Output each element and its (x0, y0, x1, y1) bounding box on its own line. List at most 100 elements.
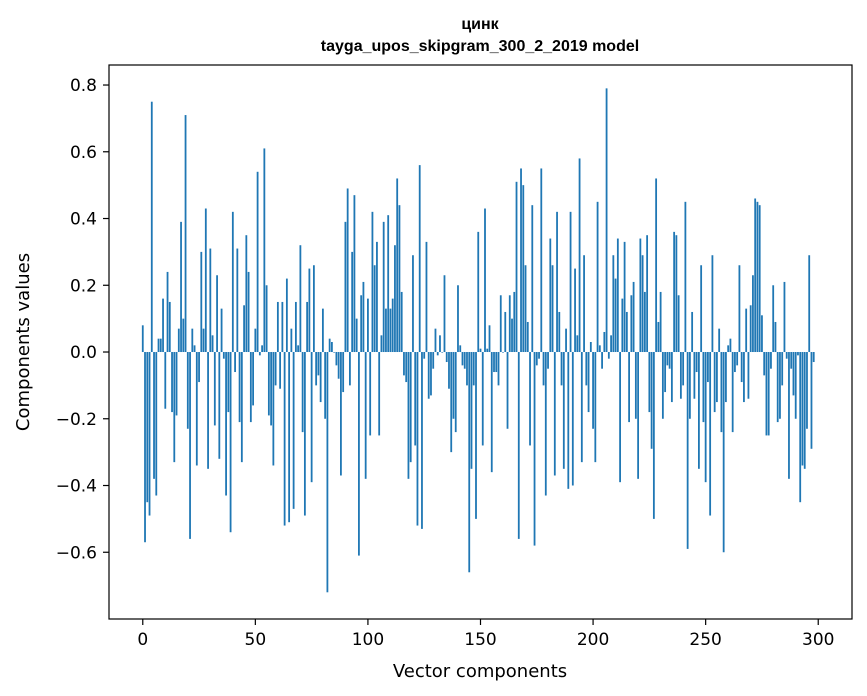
bar (675, 235, 678, 353)
bar (677, 295, 680, 353)
bar (632, 281, 635, 353)
bar (490, 352, 493, 473)
x-tick-label: 200 (577, 630, 609, 650)
bar (522, 185, 525, 353)
bar (589, 342, 592, 353)
bar (387, 215, 390, 353)
bar (209, 248, 212, 353)
x-tick-label: 250 (689, 630, 721, 650)
bar (376, 241, 378, 353)
bar (351, 251, 354, 353)
bar (168, 301, 171, 353)
bar (317, 352, 320, 376)
bar (691, 311, 694, 353)
bar (162, 298, 164, 353)
bar (186, 352, 189, 429)
bar (333, 352, 336, 353)
bar (592, 352, 594, 429)
bar (283, 352, 286, 526)
bar (749, 305, 752, 353)
bar (371, 211, 374, 353)
bar (716, 352, 718, 403)
bar (544, 352, 547, 496)
bar (783, 281, 786, 353)
x-tick-label: 150 (464, 630, 496, 650)
bar (790, 352, 793, 369)
bar (725, 352, 727, 403)
bar (695, 352, 698, 373)
bar (412, 255, 414, 353)
bar (704, 352, 707, 483)
bar (321, 308, 324, 353)
bar (294, 301, 297, 353)
bar (220, 308, 223, 353)
bar (698, 352, 700, 469)
bar (270, 352, 273, 426)
bar (779, 352, 781, 419)
bar (668, 352, 671, 369)
chart-title: цинк (461, 16, 499, 33)
bar (810, 352, 813, 449)
bar (679, 352, 682, 399)
bar (673, 231, 676, 353)
bar (175, 352, 178, 416)
bar (596, 201, 599, 353)
bar (288, 352, 291, 523)
bar (153, 352, 155, 479)
bar (164, 352, 167, 409)
bar (601, 352, 603, 369)
bar (141, 325, 144, 353)
bar (497, 352, 500, 386)
bar (148, 352, 151, 516)
bar (738, 265, 741, 353)
bar (711, 255, 714, 353)
bar (598, 345, 601, 353)
bar (193, 345, 196, 353)
bar (457, 285, 459, 353)
bar (585, 352, 588, 386)
bar (580, 352, 583, 463)
bar (479, 348, 482, 353)
bar (540, 168, 543, 353)
bar (747, 352, 750, 399)
bar (423, 352, 426, 359)
bar (326, 352, 329, 593)
bar (466, 352, 468, 386)
bar (731, 352, 734, 433)
y-axis-label: Components values (13, 253, 34, 431)
bar (189, 352, 191, 539)
bar (335, 352, 338, 366)
bar (493, 352, 495, 373)
x-tick-label: 300 (802, 630, 834, 650)
bar (648, 352, 651, 413)
bar (267, 352, 270, 416)
bar (646, 235, 649, 353)
bar (709, 352, 712, 516)
bar (279, 352, 282, 389)
bar (315, 352, 318, 386)
bar (369, 352, 372, 436)
bar (713, 352, 716, 413)
bar (461, 352, 464, 366)
bar (240, 352, 243, 463)
bar (718, 328, 721, 353)
bar (504, 311, 507, 353)
bar (772, 285, 775, 353)
bar (686, 352, 689, 549)
bar (655, 178, 658, 353)
bar (261, 345, 263, 353)
bar (707, 352, 709, 383)
bar (502, 352, 504, 353)
bar (565, 328, 567, 353)
bar (180, 221, 182, 353)
x-axis-ticks: 0 50 100 150 200 250 300 (137, 619, 834, 650)
bar (511, 318, 513, 353)
bar (184, 115, 187, 353)
bar (385, 308, 387, 353)
bar (542, 352, 545, 386)
bar (472, 352, 475, 386)
bar (562, 352, 565, 469)
bar (416, 352, 419, 526)
bar (533, 352, 536, 546)
bar (202, 328, 205, 353)
